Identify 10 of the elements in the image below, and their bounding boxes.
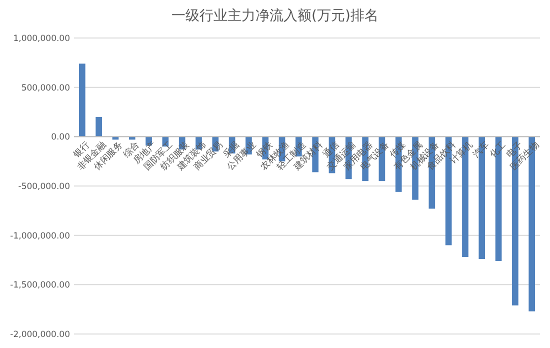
- y-tick-label: 0.00: [51, 132, 70, 143]
- y-tick-label: 500,000.00: [21, 83, 70, 94]
- y-tick-label: -1,500,000.00: [10, 280, 70, 291]
- y-tick-label: -2,000,000.00: [10, 330, 70, 340]
- bar: [78, 64, 86, 137]
- y-tick-label: -1,000,000.00: [10, 231, 70, 242]
- y-tick-label: -500,000.00: [18, 182, 70, 192]
- chart-title: 一级行业主力净流入额(万元)排名: [172, 8, 378, 24]
- y-tick-label: 1,000,000.00: [13, 34, 70, 44]
- bar: [96, 116, 102, 137]
